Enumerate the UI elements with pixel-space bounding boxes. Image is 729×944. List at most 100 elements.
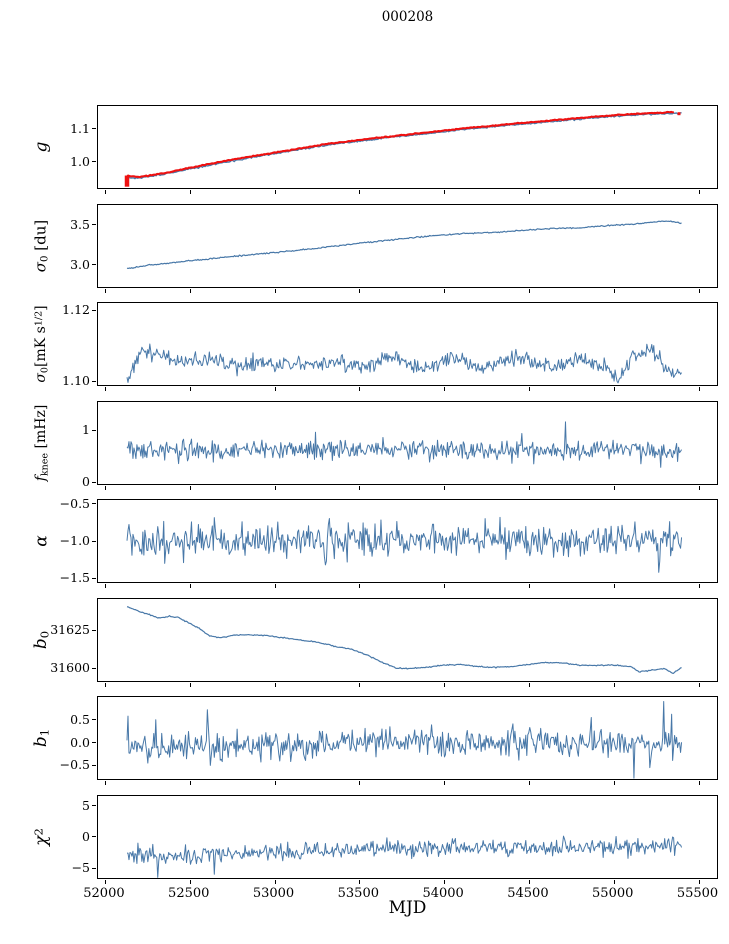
y-axis-label-part: knee xyxy=(39,452,51,476)
x-tick-mark xyxy=(189,682,191,687)
x-tick-mark xyxy=(189,485,191,490)
x-tick-label: 52000 xyxy=(83,885,125,901)
x-tick-mark xyxy=(613,682,615,687)
y-axis-label-part: σ xyxy=(31,261,50,272)
y-tick-label: 1 xyxy=(82,422,90,438)
y-tick-label: 1.0 xyxy=(70,153,90,169)
x-tick-label: 54500 xyxy=(507,885,549,901)
y-tick-mark xyxy=(92,577,96,579)
panel-fknee xyxy=(92,400,718,490)
x-tick-mark xyxy=(189,190,191,194)
y-tick-label: 5 xyxy=(82,797,90,813)
x-tick-mark xyxy=(528,190,530,194)
x-tick-mark xyxy=(104,879,106,884)
plot-area-fknee xyxy=(126,420,682,468)
x-tick-mark xyxy=(444,387,446,391)
x-tick-mark xyxy=(359,879,361,884)
x-tick-mark xyxy=(528,682,530,687)
x-tick-mark xyxy=(359,387,361,391)
y-tick-label: −1.0 xyxy=(59,533,90,548)
y-axis-label-part: g xyxy=(31,141,52,153)
x-tick-mark xyxy=(104,781,106,785)
y-axis-label-sigma0-mks: σ0[mK s1/2] xyxy=(33,305,51,382)
y-tick-mark xyxy=(92,161,96,163)
x-tick-mark xyxy=(104,584,106,588)
x-tick-mark xyxy=(274,781,276,785)
x-tick-mark xyxy=(359,682,361,687)
plot-area-chi2 xyxy=(127,835,683,878)
gain-end-marker xyxy=(677,112,681,116)
x-tick-mark xyxy=(189,781,191,785)
y-tick-mark xyxy=(92,764,96,766)
sigma0-du-line xyxy=(126,219,682,269)
x-tick-mark xyxy=(698,682,700,687)
y-axis-label-part: χ xyxy=(31,835,52,846)
x-tick-mark xyxy=(698,190,700,194)
sigma0-mks-line xyxy=(126,343,682,384)
x-tick-mark xyxy=(613,288,615,293)
x-tick-mark xyxy=(528,387,530,391)
y-tick-mark xyxy=(92,264,96,266)
x-tick-mark xyxy=(104,288,106,293)
y-tick-label: 0 xyxy=(82,828,90,844)
x-tick-label: 55000 xyxy=(592,885,634,901)
y-axis-label-fknee: fknee [mHz] xyxy=(33,404,51,481)
x-tick-mark xyxy=(274,288,276,293)
plot-area-b1 xyxy=(126,701,683,779)
x-tick-mark xyxy=(359,781,361,785)
x-tick-mark xyxy=(613,190,615,194)
panel-b0 xyxy=(92,597,718,687)
y-axis-label-part: [mK s xyxy=(33,326,50,368)
x-tick-mark xyxy=(528,879,530,884)
x-tick-mark xyxy=(274,682,276,687)
y-tick-label: 31600 xyxy=(50,660,90,676)
y-axis-label-part: 0 xyxy=(39,255,51,262)
y-tick-mark xyxy=(92,719,96,721)
x-tick-label: 53000 xyxy=(252,885,295,901)
x-tick-mark xyxy=(359,584,361,588)
x-tick-mark xyxy=(613,879,615,884)
x-tick-mark xyxy=(189,584,191,588)
x-tick-mark xyxy=(698,485,700,490)
x-tick-mark xyxy=(359,190,361,194)
plot-title: 000208 xyxy=(381,9,434,25)
gain-fit-line xyxy=(126,110,675,179)
y-tick-label: 31625 xyxy=(50,622,90,638)
y-tick-mark xyxy=(92,429,96,431)
x-tick-mark xyxy=(698,387,700,391)
y-axis-label-part: [du] xyxy=(31,219,50,256)
y-tick-label: 1.10 xyxy=(62,373,90,389)
y-axis-label-part: 2 xyxy=(31,827,46,836)
x-tick-mark xyxy=(359,288,361,293)
panel-sigma0-du xyxy=(92,203,718,293)
x-tick-mark xyxy=(444,682,446,687)
y-tick-label: 3.0 xyxy=(70,256,90,272)
x-tick-mark xyxy=(444,288,446,293)
y-tick-label: 1.12 xyxy=(62,302,90,318)
y-axis-label-part: b xyxy=(30,637,51,649)
x-tick-mark xyxy=(613,781,615,785)
y-axis-label-part: b xyxy=(30,736,51,748)
y-tick-mark xyxy=(92,309,96,311)
x-axis-label: MJD xyxy=(388,898,427,918)
y-axis-label-part: 0 xyxy=(39,367,51,374)
y-axis-label-b0: b0 xyxy=(30,630,52,649)
y-tick-mark xyxy=(92,128,96,130)
x-tick-mark xyxy=(444,584,446,588)
x-tick-mark xyxy=(613,387,615,391)
x-tick-mark xyxy=(274,485,276,490)
plot-area-g xyxy=(124,110,682,187)
x-tick-mark xyxy=(528,584,530,588)
panel-alpha xyxy=(92,499,718,588)
y-tick-label: −1.5 xyxy=(59,570,90,586)
x-tick-mark xyxy=(104,682,106,687)
y-tick-label: 0.5 xyxy=(70,711,90,727)
x-tick-mark xyxy=(698,781,700,785)
y-axis-label-part: α xyxy=(31,535,52,547)
y-axis-label-chi2: χ2 xyxy=(31,827,52,846)
x-tick-mark xyxy=(274,879,276,884)
y-tick-mark xyxy=(92,836,96,838)
b0-line xyxy=(126,605,682,674)
x-tick-mark xyxy=(528,781,530,785)
x-tick-label: 54000 xyxy=(422,885,464,901)
